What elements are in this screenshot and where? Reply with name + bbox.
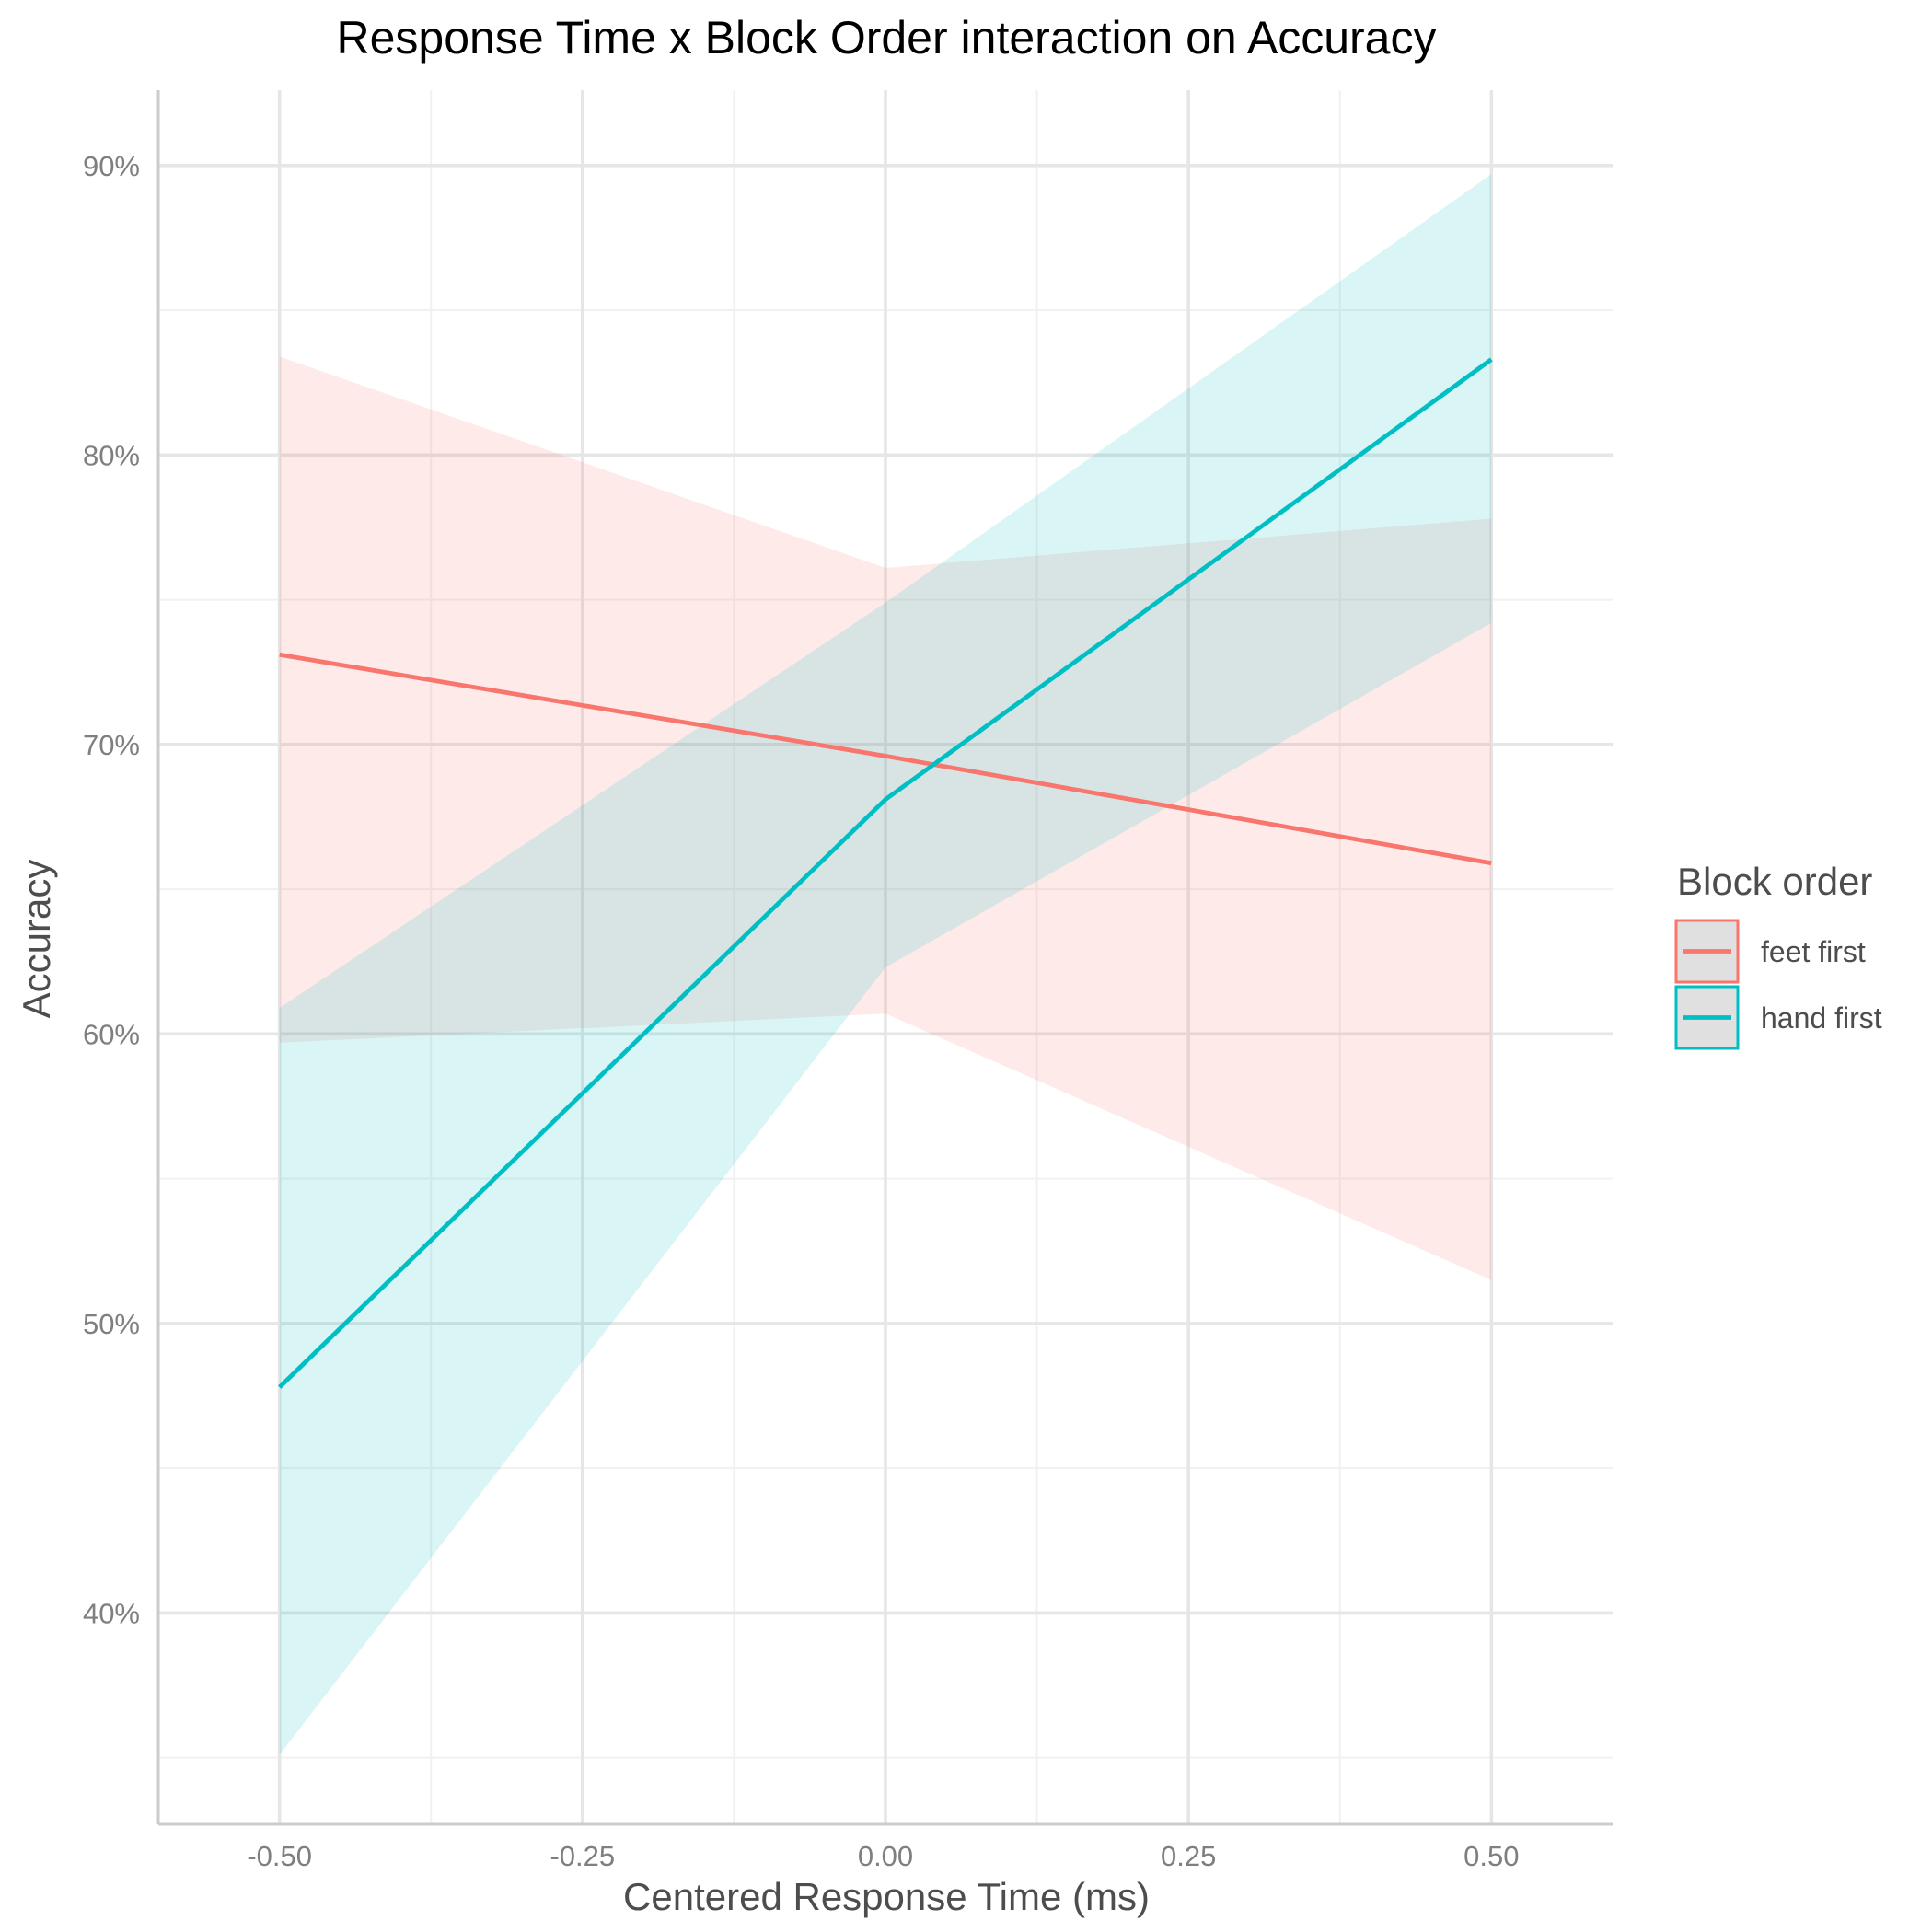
y-axis-title: Accuracy	[15, 860, 58, 1019]
legend: Block order feet first hand first	[1674, 860, 1882, 1050]
series-lines	[278, 357, 1493, 1389]
series-line-hand-first	[278, 357, 1493, 1389]
y-tick-label: 60%	[83, 1018, 140, 1050]
y-tick-label: 70%	[83, 729, 140, 761]
legend-item: feet first	[1674, 919, 1866, 984]
ci-band-feet-first	[279, 356, 1492, 1280]
ci-band-hand-first	[279, 174, 1492, 1755]
x-tick-label: 0.00	[858, 1840, 913, 1872]
y-tick-label: 80%	[83, 439, 140, 471]
legend-label: feet first	[1761, 935, 1866, 968]
axes	[156, 90, 1613, 1826]
grid	[158, 90, 1613, 1824]
chart-title: Response Time x Block Order interaction …	[337, 12, 1437, 64]
y-tick-label: 50%	[83, 1308, 140, 1340]
x-tick-label: -0.25	[550, 1840, 615, 1872]
tick-labels: -0.50 -0.25 0.00 0.25 0.50 40% 50% 60% 70% 80% 90%	[83, 150, 1520, 1872]
legend-label: hand first	[1761, 1001, 1882, 1035]
x-tick-label: 0.50	[1463, 1840, 1519, 1872]
series-line-feet-first	[279, 652, 1492, 866]
x-axis-title: Centered Response Time (ms)	[623, 1875, 1150, 1918]
y-tick-label: 90%	[83, 150, 140, 182]
x-tick-label: -0.50	[247, 1840, 312, 1872]
legend-title: Block order	[1677, 860, 1872, 903]
x-tick-label: 0.25	[1161, 1840, 1216, 1872]
y-tick-label: 40%	[83, 1597, 140, 1629]
legend-item: hand first	[1674, 985, 1882, 1050]
confidence-bands	[279, 174, 1492, 1755]
